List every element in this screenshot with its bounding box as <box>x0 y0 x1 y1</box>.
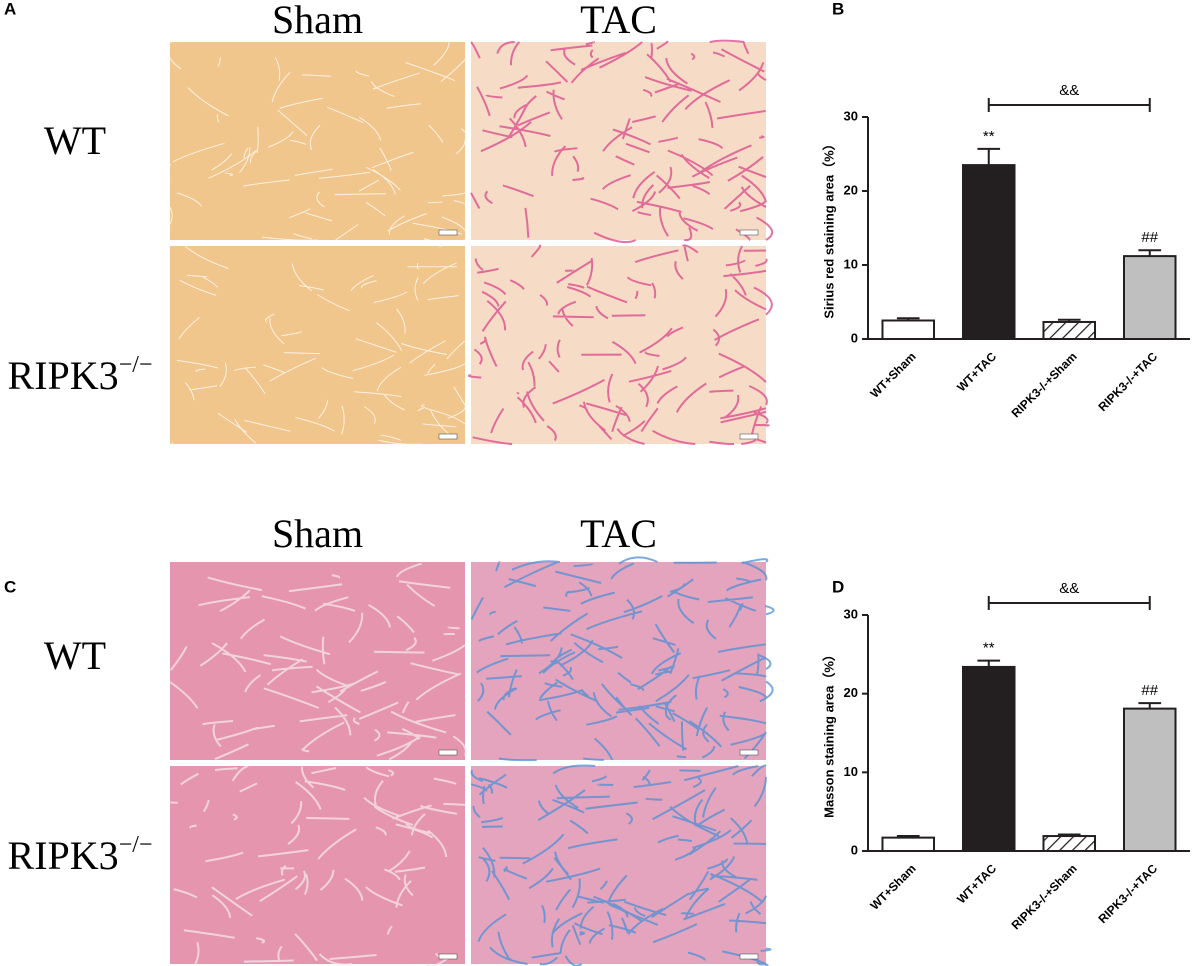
bar <box>881 319 936 340</box>
panel-label: C <box>4 577 16 596</box>
tissue-texture <box>170 765 466 966</box>
comparison-label: && <box>1059 82 1079 99</box>
row-label: RIPK3−/− <box>8 352 153 399</box>
row-label-text: RIPK3 <box>8 833 119 878</box>
column-header: Sham <box>272 0 363 42</box>
micrograph-bg <box>471 562 766 760</box>
scale-bar <box>438 749 458 756</box>
bar <box>1042 320 1097 341</box>
micrograph <box>470 764 772 966</box>
scale-bar <box>739 953 759 960</box>
error-bar <box>896 317 920 321</box>
column-header: TAC <box>580 0 657 42</box>
micrograph-bg <box>170 42 465 240</box>
y-tick-label: 0 <box>851 330 858 345</box>
row-label: RIPK3−/− <box>8 832 153 879</box>
y-tick-label: 30 <box>844 108 858 123</box>
tissue-texture <box>467 244 773 446</box>
error-bar <box>1057 318 1081 322</box>
scale-bar <box>438 433 458 440</box>
y-tick-label: 30 <box>844 606 858 621</box>
comparison-bracket <box>987 98 1151 112</box>
micrograph <box>167 36 472 244</box>
micrograph-bg <box>170 246 465 444</box>
comparison-bracket <box>987 596 1151 610</box>
tissue-texture <box>470 39 774 244</box>
micrograph <box>169 562 467 761</box>
tissue-texture <box>169 562 467 761</box>
micrograph <box>169 244 466 446</box>
y-axis-label: Sirius red staining area（%） <box>821 137 836 318</box>
row-label-superscript: −/− <box>119 832 153 858</box>
row-label-text: WT <box>44 118 106 163</box>
significance-label: ## <box>1141 229 1158 246</box>
y-tick-label: 10 <box>844 764 858 779</box>
micrograph-bg <box>170 562 465 760</box>
scale-bar <box>438 229 458 236</box>
panel-label: D <box>832 577 844 596</box>
error-bar <box>977 147 1001 166</box>
bar <box>1122 707 1177 853</box>
micrograph-bg <box>471 42 766 240</box>
scale-bar <box>739 749 759 756</box>
error-bar <box>977 659 1001 667</box>
error-bar <box>1057 833 1081 837</box>
significance-label: ** <box>983 640 995 657</box>
error-bar <box>1138 702 1162 709</box>
scale-bar <box>739 433 759 440</box>
bar <box>1042 835 1097 853</box>
panel-label: B <box>832 0 844 18</box>
tissue-texture <box>470 556 775 762</box>
row-label: WT <box>44 118 106 163</box>
micrograph <box>470 556 775 762</box>
bar <box>961 665 1016 852</box>
row-label: WT <box>44 633 106 678</box>
comparison-label: && <box>1059 580 1079 597</box>
bar <box>1122 255 1177 340</box>
scale-bar <box>438 953 458 960</box>
y-tick-label: 10 <box>844 256 858 271</box>
column-header: TAC <box>580 511 657 556</box>
micrograph-bg <box>170 766 465 964</box>
y-tick-label: 20 <box>844 685 858 700</box>
tissue-texture <box>169 244 466 446</box>
y-axis-label: Masson staining area（%） <box>821 648 836 818</box>
tissue-texture <box>470 764 772 966</box>
error-bar <box>1138 249 1162 257</box>
bar <box>961 164 1016 340</box>
y-tick-label: 0 <box>851 842 858 857</box>
micrograph <box>467 244 773 446</box>
row-label-text: WT <box>44 633 106 678</box>
significance-label: ## <box>1141 682 1158 699</box>
column-header: Sham <box>272 511 363 556</box>
significance-label: ** <box>983 128 995 145</box>
micrograph <box>170 765 466 966</box>
row-label-text: RIPK3 <box>8 353 119 398</box>
bar <box>881 836 936 852</box>
panel-label: A <box>4 0 16 18</box>
error-bar <box>896 835 920 838</box>
tissue-texture <box>167 36 472 244</box>
scale-bar <box>739 229 759 236</box>
y-tick-label: 20 <box>844 182 858 197</box>
row-label-superscript: −/− <box>119 352 153 378</box>
micrograph <box>470 39 774 244</box>
